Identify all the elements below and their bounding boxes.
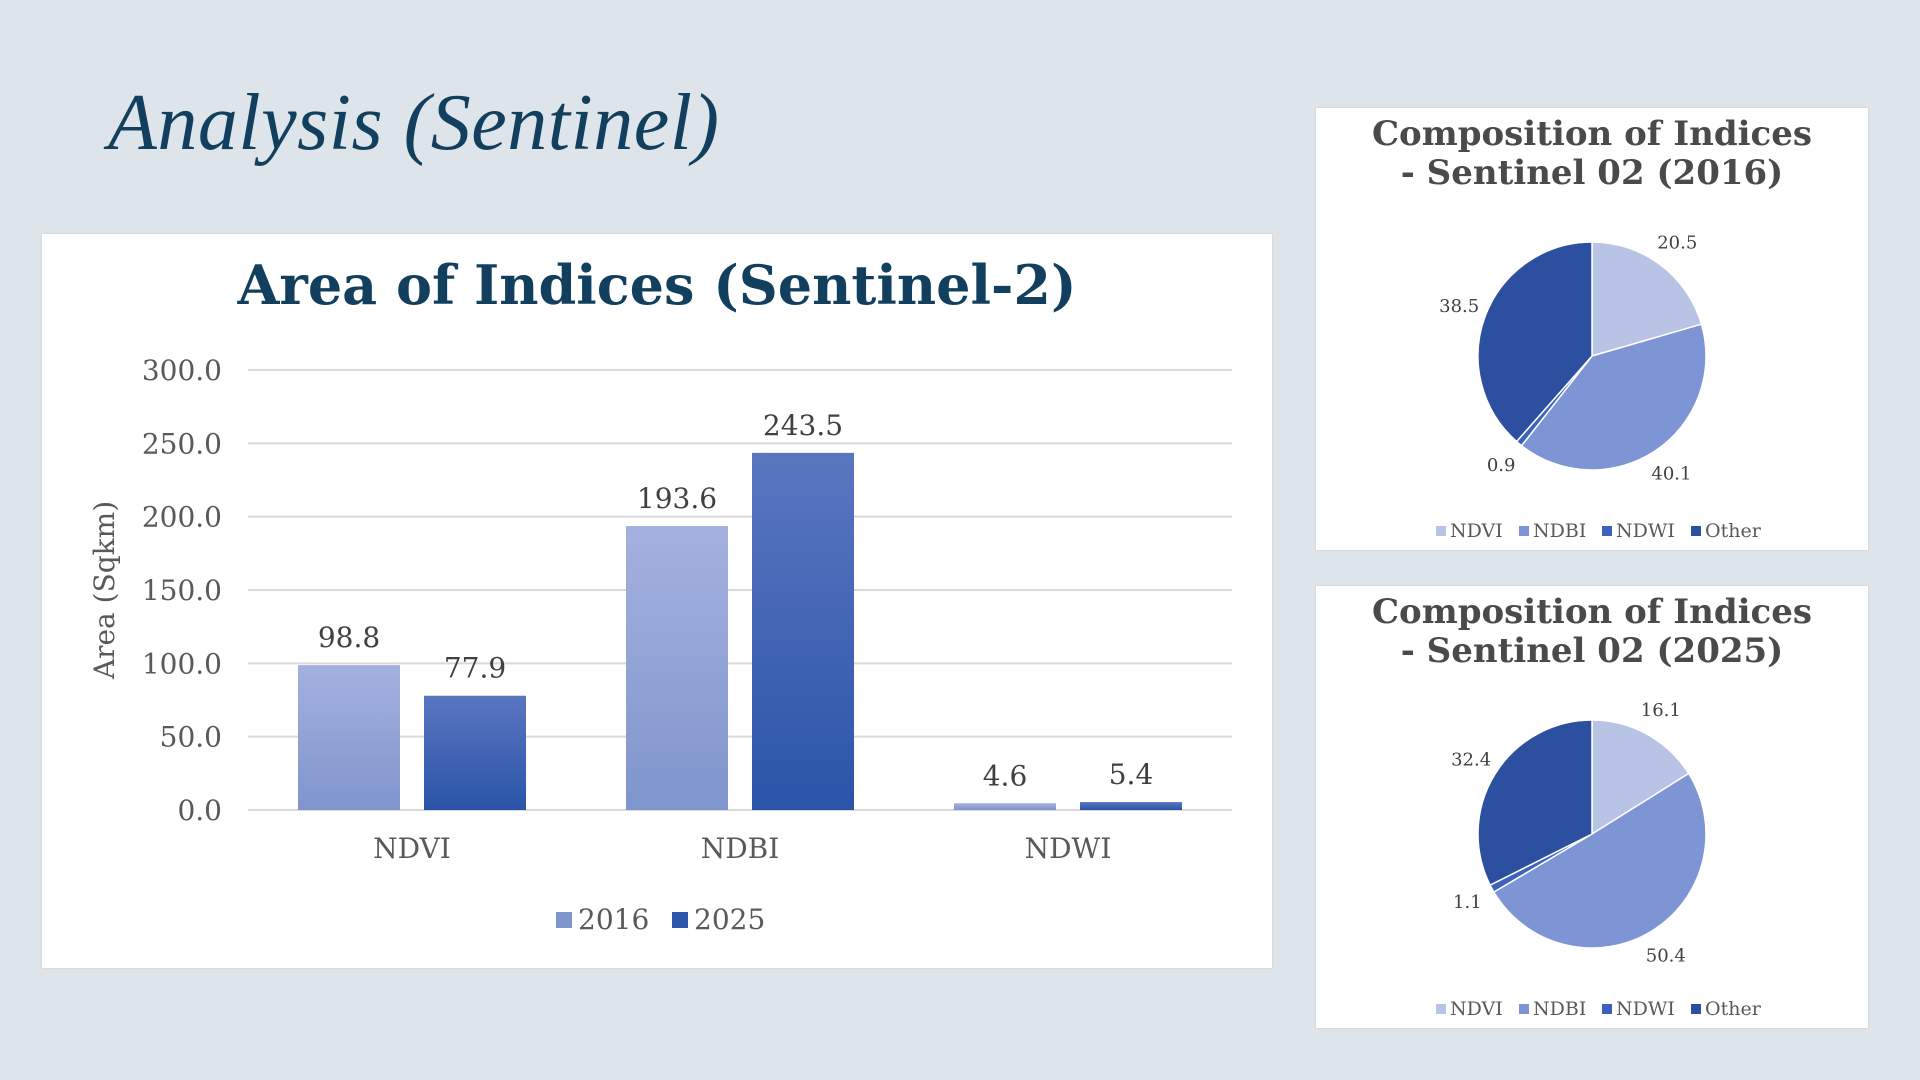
y-tick-label: 100.0 [142,647,222,680]
x-tick-label: NDVI [373,832,451,865]
pie-data-label: 0.9 [1487,455,1516,476]
pie-title-line-2: - Sentinel 02 (2016) [1401,153,1784,193]
data-label: 193.6 [637,482,717,515]
y-tick-label: 0.0 [177,794,222,827]
legend-label: NDWI [1616,520,1675,542]
pie-title-line-1: Composition of Indices [1372,592,1812,632]
bar-2016-NDBI [626,526,728,810]
legend-label: 2025 [694,903,765,936]
data-label: 98.8 [318,621,380,654]
pie-data-label: 50.4 [1646,945,1686,966]
bar-chart-panel: Area of Indices (Sentinel-2) 0.0 50.0 100.0… [42,234,1272,968]
legend-label: NDBI [1533,998,1586,1020]
y-tick-label: 250.0 [142,427,222,460]
data-label: 4.6 [983,759,1028,792]
bar-2025-NDVI [424,695,526,810]
x-tick-label: NDWI [1025,832,1112,865]
legend-label: NDVI [1450,998,1503,1020]
legend-label: NDBI [1533,520,1586,542]
legend-swatch-ndwi [1602,526,1612,536]
legend-label: Other [1705,520,1762,542]
legend-label: NDVI [1450,520,1503,542]
pie-data-label: 32.4 [1451,749,1491,770]
y-tick-label: 150.0 [142,574,222,607]
legend-label: Other [1705,998,1762,1020]
pie-chart-2025: Composition of Indices- Sentinel 02 (202… [1372,592,1812,1020]
data-label: 243.5 [763,409,843,442]
pie-slice-other [1477,719,1593,887]
data-label: 77.9 [444,652,506,685]
slide-title: Analysis (Sentinel) [108,79,720,167]
legend-swatch-ndvi [1436,1004,1446,1014]
pie-slice-ndvi [1591,719,1690,836]
legend-label: NDWI [1616,998,1675,1020]
bar-chart-title: Area of Indices (Sentinel-2) [236,253,1076,317]
legend-swatch-other [1691,1004,1701,1014]
pie-title-line-2: - Sentinel 02 (2025) [1401,631,1784,671]
legend-swatch-2016 [556,912,572,928]
pie-data-label: 16.1 [1641,700,1681,721]
bar-2016-NDWI [954,803,1056,810]
y-tick-label: 50.0 [160,721,222,754]
legend-swatch-other [1691,526,1701,536]
bar-2025-NDWI [1080,802,1182,810]
pie-chart-2016: Composition of Indices- Sentinel 02 (201… [1372,114,1812,542]
legend-swatch-ndwi [1602,1004,1612,1014]
x-tick-label: NDBI [701,832,780,865]
legend-swatch-2025 [672,912,688,928]
pie-slice-ndbi [1520,323,1707,471]
pie-data-label: 1.1 [1453,892,1482,913]
pie-slice-ndbi [1492,772,1707,949]
pie-slice-other [1477,241,1593,443]
pie-data-label: 38.5 [1439,296,1479,317]
bar-2016-NDVI [298,665,400,810]
legend-label: 2016 [578,903,649,936]
pie-data-label: 20.5 [1657,232,1697,253]
legend-swatch-ndbi [1519,526,1529,536]
pie-chart-panel-2016: Composition of Indices - Sentinel 02 (201… [1316,108,1868,550]
bar-2025-NDBI [752,452,854,810]
y-axis-label: Area (Sqkm) [88,501,121,680]
y-tick-label: 200.0 [142,501,222,534]
pie-data-label: 40.1 [1651,464,1691,485]
y-tick-label: 300.0 [142,354,222,387]
pie-chart-panel-2025: Composition of Indices - Sentinel 02 (202… [1316,586,1868,1028]
pie-slice-ndvi [1591,241,1703,357]
data-label: 5.4 [1109,758,1154,791]
bar-chart: Area of Indices (Sentinel-2) 0.0 50.0 100.0… [88,253,1232,936]
legend-swatch-ndvi [1436,526,1446,536]
pie-title-line-1: Composition of Indices [1372,114,1812,154]
legend-swatch-ndbi [1519,1004,1529,1014]
